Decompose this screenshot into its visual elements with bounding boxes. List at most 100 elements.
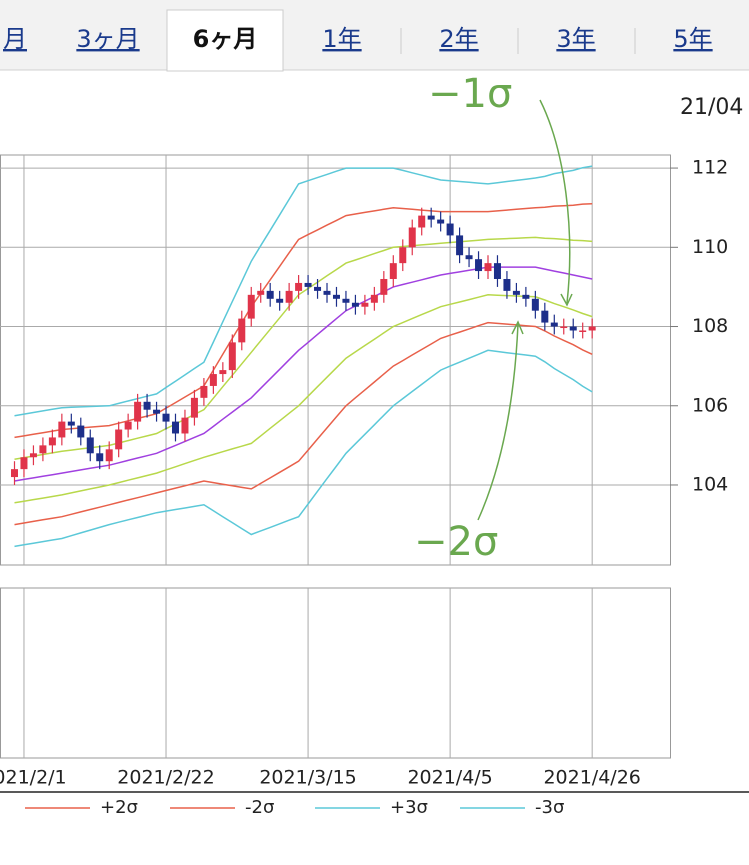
candle-body: [77, 425, 85, 438]
candle-body: [247, 294, 255, 319]
candle-body: [351, 302, 359, 307]
tab[interactable]: 3年: [556, 25, 595, 53]
candle-body: [200, 385, 208, 398]
price-pane: [0, 154, 671, 566]
candle-body: [314, 286, 322, 291]
candle-body: [67, 421, 75, 426]
candle-body: [389, 263, 397, 279]
candle-body: [541, 310, 549, 323]
candle-body: [257, 290, 265, 295]
tabs: 月 3ヶ月 6ヶ月 1年 2年 3年 5年: [3, 9, 713, 72]
legend-label: +3σ: [390, 797, 428, 818]
candle-body: [228, 342, 236, 371]
candle-body: [209, 374, 217, 386]
candle-body: [560, 326, 568, 329]
tab[interactable]: 2年: [439, 25, 478, 53]
candle-body: [446, 223, 454, 236]
x-tick-label: 2021/2/1: [0, 767, 67, 789]
candle-body: [29, 453, 37, 458]
candle-body: [550, 322, 558, 327]
tab[interactable]: 1年: [322, 25, 361, 53]
candle-body: [238, 318, 246, 343]
candle-body: [370, 294, 378, 303]
candle-body: [162, 413, 170, 422]
x-tick-label: 2021/4/5: [407, 767, 492, 789]
candle-body: [579, 330, 587, 332]
candle-body: [295, 282, 303, 291]
candle-body: [58, 421, 66, 438]
candle-body: [219, 370, 227, 375]
annotation: −2σ: [414, 519, 498, 565]
candle-body: [437, 219, 445, 224]
candle-body: [153, 409, 161, 414]
tab[interactable]: 6ヶ月: [193, 25, 258, 53]
band-line: [14, 321, 593, 526]
candle-body: [484, 263, 492, 272]
candle-body: [399, 247, 407, 264]
candle-body: [96, 453, 104, 462]
band-line: [14, 202, 593, 439]
plot: [11, 165, 596, 548]
candle-body: [285, 290, 293, 303]
candle-body: [475, 259, 483, 272]
candle-body: [20, 457, 28, 470]
y-tick-label: 108: [692, 315, 728, 337]
legend-label: +2σ: [100, 797, 138, 818]
candle-body: [276, 298, 284, 303]
candle-body: [115, 429, 123, 450]
candle-body: [456, 235, 464, 256]
tab[interactable]: 月: [3, 25, 27, 53]
candle-body: [323, 290, 331, 295]
y-tick-label: 110: [692, 236, 728, 258]
annotation: −1σ: [428, 71, 512, 117]
candle-body: [332, 294, 340, 299]
candle-body: [531, 298, 539, 311]
candle-body: [143, 401, 151, 410]
band-line: [14, 165, 593, 417]
candle-body: [304, 282, 312, 287]
y-tick-label: 104: [692, 473, 728, 495]
candle-body: [361, 302, 369, 307]
candle-body: [134, 401, 142, 422]
legend-label: -2σ: [245, 797, 274, 818]
candle-body: [11, 469, 18, 478]
x-tick-label: 2021/4/26: [543, 767, 640, 789]
candle-body: [124, 421, 132, 430]
candle-body: [171, 421, 179, 434]
candle-body: [39, 445, 47, 454]
annotation-arrow: [539, 99, 571, 304]
candle-body: [105, 449, 113, 462]
candle-body: [418, 215, 426, 228]
legend-label: -3σ: [535, 797, 564, 818]
candle-body: [48, 437, 56, 446]
candle-body: [569, 326, 577, 331]
band-line: [14, 236, 593, 460]
annotation-arrowhead: [560, 293, 573, 307]
annotation-arrow: [477, 323, 519, 521]
candle-body: [86, 437, 94, 454]
candle-body: [503, 278, 511, 291]
tab[interactable]: 5年: [673, 25, 712, 53]
x-tick-label: 2021/3/15: [259, 767, 356, 789]
band-line: [14, 294, 593, 504]
candle-body: [342, 298, 350, 303]
candle-body: [493, 263, 501, 279]
header-date: 21/04: [680, 95, 743, 120]
band-line: [14, 349, 593, 548]
active-tab: [166, 9, 284, 72]
annotation-arrowhead: [511, 320, 524, 335]
candle-body: [408, 227, 416, 248]
candle-body: [380, 278, 388, 295]
y-tick-label: 106: [692, 394, 728, 416]
x-tick-label: 2021/2/22: [117, 767, 214, 789]
candle-body: [465, 255, 473, 260]
tab[interactable]: 3ヶ月: [76, 25, 139, 53]
y-tick-label: 112: [692, 157, 728, 179]
candle-body: [266, 290, 274, 299]
candle-body: [588, 326, 596, 331]
grid: 104 106 108 110 112 2021/2/1 2021/2/22 2021/3/1…: [0, 155, 728, 789]
candle-body: [427, 215, 435, 220]
candle-body: [181, 417, 189, 434]
